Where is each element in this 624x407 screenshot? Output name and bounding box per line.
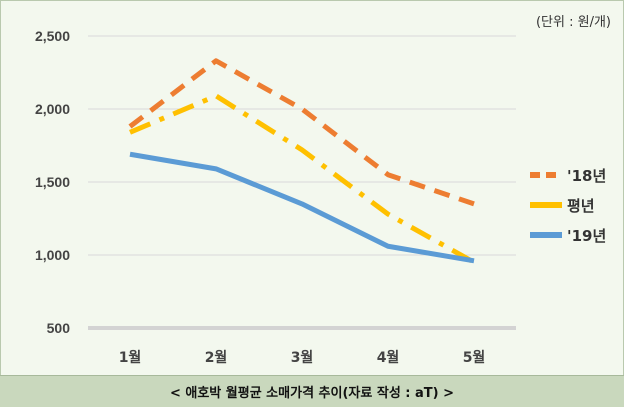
x-tick-label: 3월 (291, 349, 314, 366)
x-tick-label: 1월 (119, 349, 142, 366)
y-tick-label: 1,500 (35, 174, 70, 190)
y-tick-label: 1,000 (35, 247, 70, 263)
chart-background: (단위 : 원/개) (0, 0, 624, 376)
y-tick-label: 2,000 (35, 101, 70, 117)
chart-caption: < 애호박 월평균 소매가격 추이(자료 작성 : aT) > (169, 386, 455, 401)
series-line (129, 151, 475, 264)
caption-bar: < 애호박 월평균 소매가격 추이(자료 작성 : aT) > (0, 375, 624, 407)
series-line (128, 58, 475, 207)
legend-label: '19년 (567, 227, 606, 245)
y-tick-label: 500 (47, 320, 71, 336)
x-tick-label: 5월 (463, 349, 486, 366)
x-tick-label: 4월 (377, 349, 400, 366)
unit-label: (단위 : 원/개) (535, 15, 611, 30)
legend-label: 평년 (567, 197, 595, 215)
x-tick-label: 2월 (205, 349, 228, 366)
y-tick-label: 2,500 (35, 28, 70, 44)
series-line (129, 93, 476, 265)
legend-label: '18년 (567, 167, 606, 185)
